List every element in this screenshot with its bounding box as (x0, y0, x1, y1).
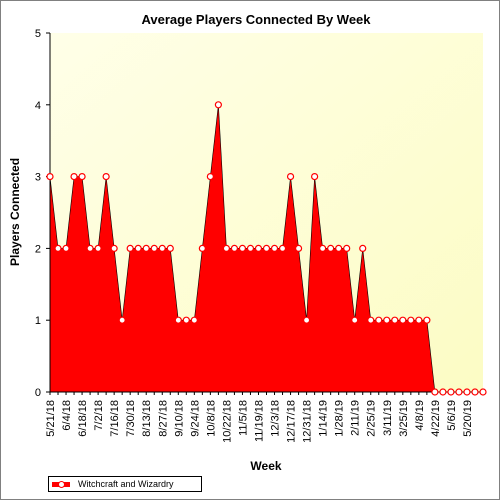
data-point (158, 244, 166, 252)
y-tick-label: 5 (35, 28, 41, 40)
x-tick-label: 12/31/18 (302, 400, 314, 443)
x-tick-label: 10/22/18 (221, 400, 233, 443)
y-ticks: 0 1 2 3 4 5 (35, 28, 50, 399)
x-tick-label: 3/11/19 (382, 400, 394, 436)
data-point (262, 244, 271, 252)
data-point (294, 244, 303, 252)
data-point (86, 244, 94, 252)
data-point (375, 316, 383, 324)
y-tick-label: 3 (35, 172, 41, 184)
data-point (439, 388, 447, 396)
chart-title: Average Players Connected By Week (141, 12, 371, 27)
data-point (182, 316, 190, 324)
data-point (246, 244, 255, 252)
data-point (335, 244, 343, 252)
data-point (471, 388, 479, 396)
x-tick-label: 11/5/18 (237, 400, 249, 436)
x-tick-label: 8/27/18 (157, 400, 169, 437)
data-point (222, 244, 231, 252)
x-tick-label: 10/8/18 (205, 400, 217, 437)
data-point (126, 244, 134, 252)
data-points (46, 101, 487, 396)
x-tick-label: 4/8/19 (414, 400, 426, 431)
data-point (431, 388, 439, 396)
data-point (302, 316, 311, 324)
data-point (278, 244, 287, 252)
legend-label: Witchcraft and Wizardry (78, 479, 174, 489)
data-point (270, 244, 279, 252)
x-tick-label: 7/30/18 (125, 400, 137, 437)
x-tick-label: 5/21/18 (45, 400, 57, 437)
data-point (455, 388, 463, 396)
x-tick-label: 8/13/18 (141, 400, 153, 437)
x-tick-label: 12/17/18 (286, 400, 298, 443)
data-point (286, 173, 295, 181)
x-ticks: 5/21/18 6/4/18 6/18/18 7/2/18 7/16/18 7/30/18… (45, 392, 484, 443)
data-point (54, 244, 62, 252)
data-point (367, 316, 375, 324)
data-point (198, 244, 206, 252)
y-tick-label: 4 (35, 100, 41, 112)
data-point (78, 173, 86, 181)
data-point (118, 316, 126, 324)
data-point (142, 244, 150, 252)
x-tick-label: 7/2/18 (93, 400, 105, 431)
x-tick-label: 1/14/19 (318, 400, 330, 437)
data-point (166, 244, 174, 252)
data-point (463, 388, 471, 396)
data-point (102, 173, 110, 181)
data-point (415, 316, 423, 324)
x-tick-label: 9/24/18 (189, 400, 201, 437)
data-point (327, 244, 335, 252)
data-point (62, 244, 70, 252)
data-point (407, 316, 415, 324)
data-point (238, 244, 247, 252)
data-point (399, 316, 407, 324)
data-point (311, 173, 319, 181)
x-tick-label: 3/25/19 (398, 400, 410, 437)
data-point (150, 244, 158, 252)
y-tick-label: 0 (35, 387, 41, 399)
data-point (206, 173, 214, 181)
data-point (190, 316, 198, 324)
x-tick-label: 2/11/19 (350, 400, 362, 436)
data-point (46, 173, 54, 181)
x-tick-label: 1/28/19 (334, 400, 346, 437)
data-point (343, 244, 351, 252)
legend-swatch (52, 480, 70, 489)
data-point (110, 244, 118, 252)
data-point (230, 244, 239, 252)
data-point (351, 316, 359, 324)
y-axis-label: Players Connected (8, 158, 22, 266)
data-point (94, 244, 102, 252)
data-point (479, 388, 487, 396)
data-point (214, 101, 222, 109)
data-point (391, 316, 399, 324)
x-tick-label: 2/25/19 (366, 400, 378, 437)
data-point (254, 244, 263, 252)
x-tick-label: 5/20/19 (462, 400, 474, 437)
x-tick-label: 5/6/19 (446, 400, 458, 431)
data-point (423, 316, 431, 324)
x-tick-label: 4/22/19 (430, 400, 442, 437)
data-point (134, 244, 142, 252)
data-point (174, 316, 182, 324)
data-point (359, 244, 367, 252)
y-tick-label: 2 (35, 243, 41, 255)
x-tick-label: 7/16/18 (109, 400, 121, 437)
x-tick-label: 11/19/18 (253, 400, 265, 442)
x-axis-label: Week (250, 459, 281, 473)
y-tick-label: 1 (35, 315, 41, 327)
x-tick-label: 12/3/18 (270, 400, 282, 437)
data-point (70, 173, 78, 181)
data-point (319, 244, 327, 252)
legend: Witchcraft and Wizardry (48, 476, 202, 492)
data-point (447, 388, 455, 396)
x-tick-label: 9/10/18 (173, 400, 185, 437)
data-point (383, 316, 391, 324)
x-tick-label: 6/4/18 (61, 400, 73, 431)
x-tick-label: 6/18/18 (77, 400, 89, 437)
